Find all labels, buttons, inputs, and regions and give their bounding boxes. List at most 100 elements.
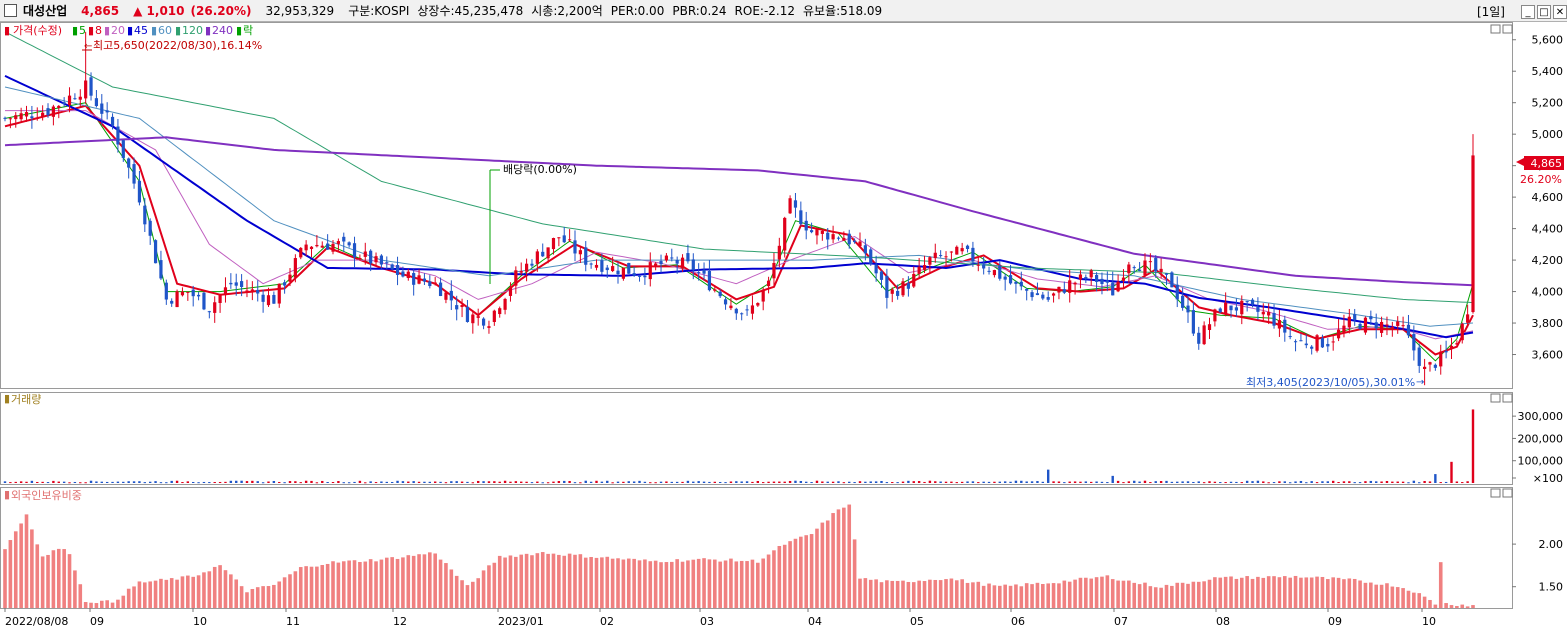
volume-bar[interactable]: [267, 481, 270, 483]
foreign-bar[interactable]: [186, 575, 190, 608]
foreign-bar[interactable]: [1046, 583, 1050, 608]
volume-bar[interactable]: [143, 482, 147, 484]
candle-body[interactable]: [170, 300, 174, 304]
volume-bar[interactable]: [111, 481, 114, 483]
candle-body[interactable]: [1138, 269, 1142, 271]
candle-body[interactable]: [879, 271, 884, 280]
foreign-bar[interactable]: [331, 561, 335, 608]
candle-body[interactable]: [643, 275, 647, 278]
candle-body[interactable]: [1444, 350, 1448, 353]
candle-body[interactable]: [1181, 295, 1185, 308]
candle-body[interactable]: [541, 251, 545, 257]
foreign-bar[interactable]: [1379, 584, 1384, 608]
foreign-bar[interactable]: [1315, 576, 1319, 608]
panel-close-button[interactable]: [1502, 24, 1513, 34]
volume-bar[interactable]: [1391, 481, 1394, 483]
candle-body[interactable]: [836, 237, 841, 239]
volume-bar[interactable]: [1138, 481, 1141, 483]
foreign-bar[interactable]: [379, 559, 384, 608]
volume-bar[interactable]: [584, 480, 587, 483]
candle-body[interactable]: [498, 308, 502, 315]
candle-body[interactable]: [1272, 313, 1276, 326]
candle-body[interactable]: [1336, 329, 1341, 339]
candle-body[interactable]: [718, 291, 722, 297]
panel-close-button[interactable]: [1502, 488, 1513, 498]
volume-bar[interactable]: [987, 481, 991, 483]
foreign-bar[interactable]: [616, 558, 620, 608]
volume-bar[interactable]: [520, 481, 523, 483]
volume-bar[interactable]: [853, 482, 856, 484]
foreign-bar[interactable]: [116, 599, 120, 608]
volume-bar[interactable]: [52, 480, 55, 483]
volume-bar[interactable]: [251, 480, 254, 483]
candle-body[interactable]: [218, 295, 222, 303]
volume-bar[interactable]: [1315, 482, 1319, 484]
volume-bar[interactable]: [450, 481, 453, 483]
foreign-bar[interactable]: [30, 529, 34, 608]
foreign-bar[interactable]: [895, 580, 900, 608]
foreign-bar[interactable]: [13, 531, 18, 608]
foreign-bar[interactable]: [981, 585, 986, 608]
candle-body[interactable]: [605, 267, 609, 271]
foreign-bar[interactable]: [793, 538, 798, 608]
candle-body[interactable]: [562, 235, 566, 243]
candle-body[interactable]: [600, 260, 604, 272]
foreign-bar[interactable]: [492, 562, 497, 608]
volume-bar[interactable]: [874, 481, 878, 483]
volume-bar[interactable]: [68, 482, 71, 484]
volume-bar[interactable]: [880, 480, 883, 483]
candle-body[interactable]: [121, 140, 125, 158]
foreign-bar[interactable]: [1202, 581, 1206, 608]
foreign-bar[interactable]: [643, 559, 647, 608]
foreign-bar[interactable]: [126, 588, 131, 608]
candle-body[interactable]: [551, 238, 556, 250]
volume-bar[interactable]: [1106, 482, 1109, 484]
foreign-bar[interactable]: [868, 579, 873, 608]
legend-ex-dividend[interactable]: 락: [243, 24, 253, 37]
foreign-bar[interactable]: [825, 520, 830, 608]
foreign-bar[interactable]: [1309, 577, 1314, 608]
foreign-bar[interactable]: [702, 558, 706, 608]
volume-bar[interactable]: [541, 482, 544, 484]
volume-bar[interactable]: [1159, 481, 1163, 483]
foreign-bar[interactable]: [1218, 577, 1223, 608]
foreign-bar[interactable]: [207, 571, 212, 608]
candle-body[interactable]: [1433, 364, 1437, 368]
candle-body[interactable]: [1035, 293, 1040, 296]
foreign-bar[interactable]: [917, 580, 921, 608]
foreign-bar[interactable]: [261, 586, 265, 608]
volume-bar[interactable]: [632, 481, 636, 483]
candle-body[interactable]: [1025, 289, 1029, 291]
candle-body[interactable]: [944, 256, 948, 258]
volume-bar[interactable]: [885, 482, 889, 484]
volume-bar[interactable]: [235, 480, 238, 483]
foreign-bar[interactable]: [675, 559, 679, 608]
candle-body[interactable]: [1229, 305, 1233, 311]
volume-bar[interactable]: [1181, 481, 1184, 483]
foreign-bar[interactable]: [347, 560, 351, 608]
volume-bar[interactable]: [9, 482, 12, 484]
candle-body[interactable]: [14, 115, 18, 120]
foreign-bar[interactable]: [1460, 604, 1465, 608]
volume-bar[interactable]: [1057, 481, 1061, 483]
volume-bar[interactable]: [1288, 482, 1292, 484]
volume-bar[interactable]: [858, 481, 862, 483]
candle-body[interactable]: [406, 271, 410, 279]
volume-bar[interactable]: [799, 480, 803, 483]
candle-body[interactable]: [928, 257, 932, 265]
candle-body[interactable]: [196, 294, 201, 297]
foreign-bar[interactable]: [1320, 576, 1325, 608]
foreign-bar[interactable]: [858, 578, 862, 608]
volume-bar[interactable]: [1202, 482, 1206, 484]
volume-bar[interactable]: [600, 481, 604, 483]
foreign-bar[interactable]: [180, 576, 185, 608]
volume-bar[interactable]: [536, 481, 539, 483]
candle-body[interactable]: [1234, 307, 1238, 311]
volume-bar[interactable]: [30, 480, 34, 483]
candle-body[interactable]: [863, 245, 867, 254]
volume-bar[interactable]: [331, 482, 335, 484]
candle-body[interactable]: [1342, 325, 1346, 333]
volume-bar[interactable]: [1020, 480, 1023, 483]
volume-bar[interactable]: [84, 482, 87, 484]
volume-bar[interactable]: [1353, 482, 1356, 484]
